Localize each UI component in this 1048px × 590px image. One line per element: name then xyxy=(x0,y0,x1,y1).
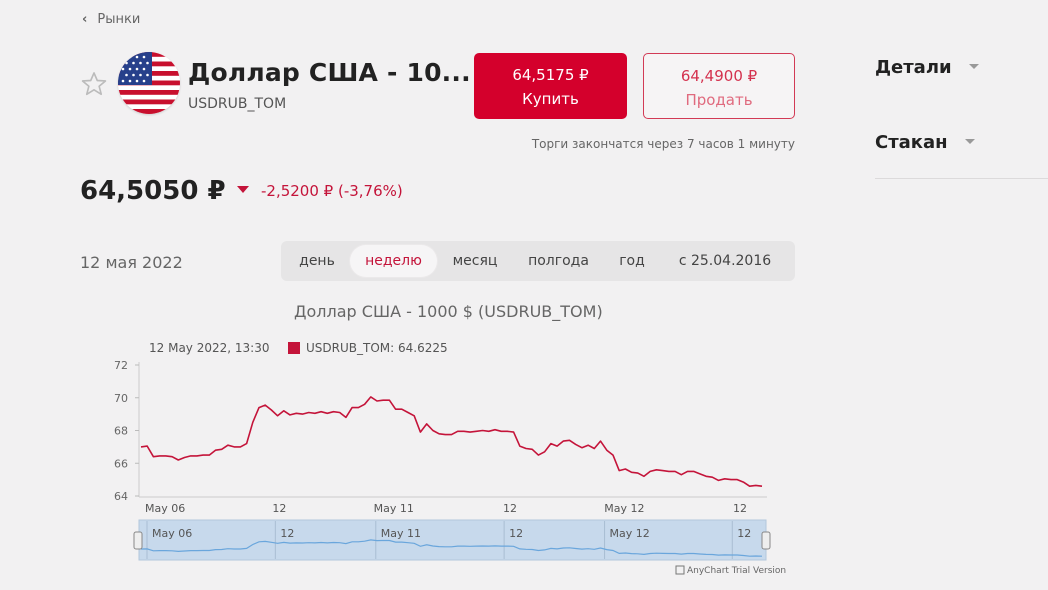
chart-credit[interactable]: AnyChart Trial Version xyxy=(687,566,786,576)
y-tick-label: 70 xyxy=(114,392,128,405)
navigator-label: May 06 xyxy=(152,527,192,540)
price-change: -2,5200 ₽ (-3,76%) xyxy=(261,182,403,200)
sidebar-orderbook[interactable]: Стакан xyxy=(875,132,948,153)
period-tab-month[interactable]: месяц xyxy=(452,253,498,269)
legend-entry: USDRUB_TOM: 64.6225 xyxy=(306,341,448,355)
navigator-label: 12 xyxy=(737,527,751,540)
caret-down-icon[interactable] xyxy=(969,64,979,69)
date-label: 12 мая 2022 xyxy=(80,253,183,272)
navigator-label: 12 xyxy=(280,527,294,540)
period-selector: день неделю месяц полгода год с 25.04.20… xyxy=(281,241,795,281)
period-tab-since[interactable]: с 25.04.2016 xyxy=(678,253,772,269)
caret-down-icon[interactable] xyxy=(965,139,975,144)
y-tick-label: 66 xyxy=(114,457,128,470)
sidebar-divider xyxy=(875,178,1048,179)
legend-swatch xyxy=(288,342,300,354)
trading-ends-note: Торги закончатся через 7 часов 1 минуту xyxy=(531,137,795,151)
navigator-label: May 12 xyxy=(610,527,650,540)
period-tab-year[interactable]: год xyxy=(619,253,645,269)
y-tick-label: 68 xyxy=(114,425,128,438)
period-tab-day[interactable]: день xyxy=(299,253,335,269)
us-flag-icon xyxy=(118,52,180,114)
chevron-left-icon: ‹ xyxy=(82,12,88,27)
period-tab-week[interactable]: неделю xyxy=(350,245,437,277)
buy-button[interactable]: 64,5175 ₽ Купить xyxy=(474,53,627,119)
chart-title: Доллар США - 1000 $ (USDRUB_TOM) xyxy=(294,302,603,321)
navigator-labels: May 06 12 May 11 12 May 12 12 xyxy=(146,521,751,559)
y-tick-label: 64 xyxy=(114,490,128,503)
period-tab-halfyear[interactable]: полгода xyxy=(528,253,589,269)
series-line-usdrub xyxy=(140,396,763,487)
sell-price: 64,4900 ₽ xyxy=(680,67,758,85)
current-price: 64,5050 ₽ xyxy=(80,176,226,206)
navigator-label: May 11 xyxy=(381,527,421,540)
y-axis-ticks: 64 66 68 70 72 xyxy=(114,359,139,503)
x-tick-label: May 06 xyxy=(145,502,185,515)
sidebar-orderbook-label: Стакан xyxy=(875,132,948,153)
navigator-label: 12 xyxy=(509,527,523,540)
x-tick-label: 12 xyxy=(503,502,517,515)
instrument-ticker: USDRUB_TOM xyxy=(188,96,287,112)
sell-button[interactable]: 64,4900 ₽ Продать xyxy=(643,53,795,119)
navigator-right-handle[interactable] xyxy=(761,531,771,550)
buy-price: 64,5175 ₽ xyxy=(512,66,589,84)
y-tick-label: 72 xyxy=(114,359,128,372)
sidebar-details-label: Детали xyxy=(875,57,952,78)
navigator-left-handle[interactable] xyxy=(133,531,143,550)
buy-label: Купить xyxy=(522,90,579,108)
instrument-title: Доллар США - 10... xyxy=(188,58,471,87)
x-tick-label: 12 xyxy=(272,502,286,515)
sell-label: Продать xyxy=(685,91,753,109)
x-tick-label: May 12 xyxy=(604,502,644,515)
chart-tooltip-time: 12 May 2022, 13:30 xyxy=(149,341,269,355)
breadcrumb-back-link[interactable]: Рынки xyxy=(97,12,141,27)
arrow-down-icon xyxy=(237,186,249,193)
breadcrumb[interactable]: ‹ Рынки xyxy=(82,12,140,27)
sidebar-details[interactable]: Детали xyxy=(875,57,952,78)
star-outline-icon[interactable] xyxy=(80,70,108,98)
x-axis-ticks: May 06 12 May 11 12 May 12 12 xyxy=(145,502,747,515)
anychart-logo-icon xyxy=(675,565,685,575)
x-tick-label: 12 xyxy=(733,502,747,515)
x-tick-label: May 11 xyxy=(374,502,414,515)
navigator-series-line xyxy=(140,539,763,557)
